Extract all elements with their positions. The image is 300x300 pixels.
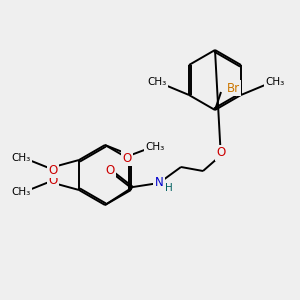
Text: H: H <box>165 183 173 193</box>
Text: O: O <box>48 173 58 187</box>
Text: N: N <box>154 176 164 190</box>
Text: CH₃: CH₃ <box>11 187 31 197</box>
Text: CH₃: CH₃ <box>147 77 167 87</box>
Text: Br: Br <box>226 82 240 94</box>
Text: O: O <box>216 146 226 160</box>
Text: CH₃: CH₃ <box>11 153 31 163</box>
Text: O: O <box>122 152 132 164</box>
Text: O: O <box>105 164 115 178</box>
Text: O: O <box>48 164 58 176</box>
Text: CH₃: CH₃ <box>266 77 285 87</box>
Text: CH₃: CH₃ <box>146 142 165 152</box>
